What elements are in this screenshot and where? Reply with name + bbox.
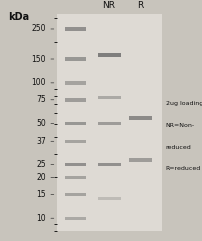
- Text: 20: 20: [36, 173, 46, 182]
- Text: NR=Non-: NR=Non-: [166, 123, 195, 128]
- Bar: [65, 98, 86, 101]
- Bar: [65, 122, 86, 125]
- Text: 250: 250: [32, 25, 46, 33]
- Bar: [65, 163, 86, 166]
- Bar: [98, 54, 121, 57]
- Text: 2ug loading: 2ug loading: [166, 101, 202, 106]
- Bar: [98, 96, 121, 99]
- Text: 15: 15: [36, 190, 46, 199]
- Text: reduced: reduced: [166, 145, 191, 150]
- Bar: [98, 197, 121, 200]
- Text: NR: NR: [103, 1, 116, 10]
- Bar: [65, 57, 86, 61]
- Text: R: R: [138, 1, 144, 10]
- Text: R=reduced: R=reduced: [166, 166, 201, 171]
- Text: 37: 37: [36, 137, 46, 146]
- Bar: [65, 81, 86, 85]
- Text: 10: 10: [36, 214, 46, 223]
- Bar: [98, 163, 121, 166]
- Text: 75: 75: [36, 95, 46, 104]
- Bar: [65, 27, 86, 31]
- Bar: [65, 176, 86, 179]
- Text: 50: 50: [36, 119, 46, 128]
- Bar: [129, 116, 152, 120]
- Text: kDa: kDa: [8, 12, 29, 22]
- Bar: [98, 122, 121, 125]
- Bar: [129, 158, 152, 162]
- Bar: [65, 193, 86, 196]
- Bar: [65, 140, 86, 143]
- Text: 150: 150: [32, 54, 46, 64]
- Bar: [65, 216, 86, 220]
- Text: 100: 100: [32, 78, 46, 87]
- Text: 25: 25: [36, 160, 46, 169]
